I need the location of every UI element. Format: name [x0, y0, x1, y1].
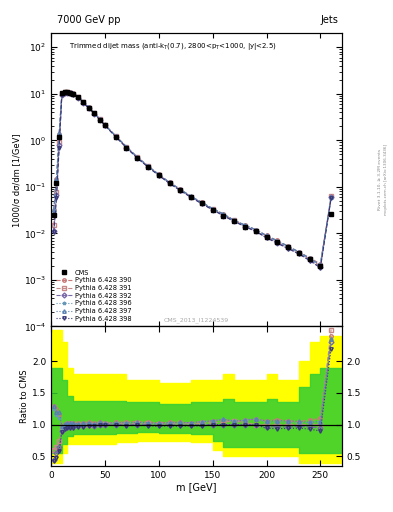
- Text: Rivet 3.1.10, ≥ 3.2M events: Rivet 3.1.10, ≥ 3.2M events: [378, 148, 382, 210]
- Text: 7000 GeV pp: 7000 GeV pp: [57, 14, 121, 25]
- CMS: [54, 180, 59, 186]
- CMS: [286, 244, 290, 250]
- CMS: [200, 200, 204, 206]
- CMS: [113, 134, 118, 140]
- Line: CMS: CMS: [52, 90, 333, 268]
- CMS: [57, 134, 62, 140]
- CMS: [232, 219, 237, 225]
- Y-axis label: 1000/σ dσ/dm [1/GeV]: 1000/σ dσ/dm [1/GeV]: [12, 133, 21, 227]
- CMS: [124, 144, 129, 151]
- Text: mcplots.cern.ch [arXiv:1306.3436]: mcplots.cern.ch [arXiv:1306.3436]: [384, 144, 388, 215]
- CMS: [296, 250, 301, 256]
- CMS: [221, 212, 226, 219]
- CMS: [275, 239, 280, 245]
- CMS: [167, 180, 172, 186]
- Text: Trimmed dijet mass (anti-k$_\mathregular{T}$(0.7), 2800<p$_\mathregular{T}$<1000: Trimmed dijet mass (anti-k$_\mathregular…: [68, 40, 276, 52]
- CMS: [135, 155, 140, 161]
- CMS: [307, 256, 312, 262]
- CMS: [59, 90, 64, 96]
- CMS: [178, 187, 183, 193]
- Legend: CMS, Pythia 6.428 390, Pythia 6.428 391, Pythia 6.428 392, Pythia 6.428 396, Pyt: CMS, Pythia 6.428 390, Pythia 6.428 391,…: [54, 268, 133, 323]
- CMS: [68, 90, 72, 96]
- CMS: [253, 228, 258, 234]
- CMS: [210, 207, 215, 213]
- X-axis label: m [GeV]: m [GeV]: [176, 482, 217, 493]
- CMS: [146, 164, 151, 170]
- Y-axis label: Ratio to CMS: Ratio to CMS: [20, 369, 29, 423]
- CMS: [81, 99, 86, 105]
- CMS: [76, 94, 81, 100]
- Text: Jets: Jets: [321, 14, 339, 25]
- CMS: [65, 89, 70, 95]
- CMS: [103, 122, 107, 129]
- CMS: [329, 211, 334, 217]
- CMS: [156, 172, 161, 178]
- CMS: [242, 223, 247, 229]
- CMS: [70, 91, 75, 97]
- CMS: [318, 263, 323, 269]
- CMS: [51, 212, 56, 218]
- CMS: [189, 194, 193, 200]
- CMS: [62, 89, 67, 95]
- CMS: [92, 110, 97, 116]
- CMS: [97, 116, 102, 122]
- CMS: [264, 233, 269, 240]
- CMS: [86, 105, 91, 111]
- Text: CMS_2013_I1224539: CMS_2013_I1224539: [164, 318, 229, 324]
